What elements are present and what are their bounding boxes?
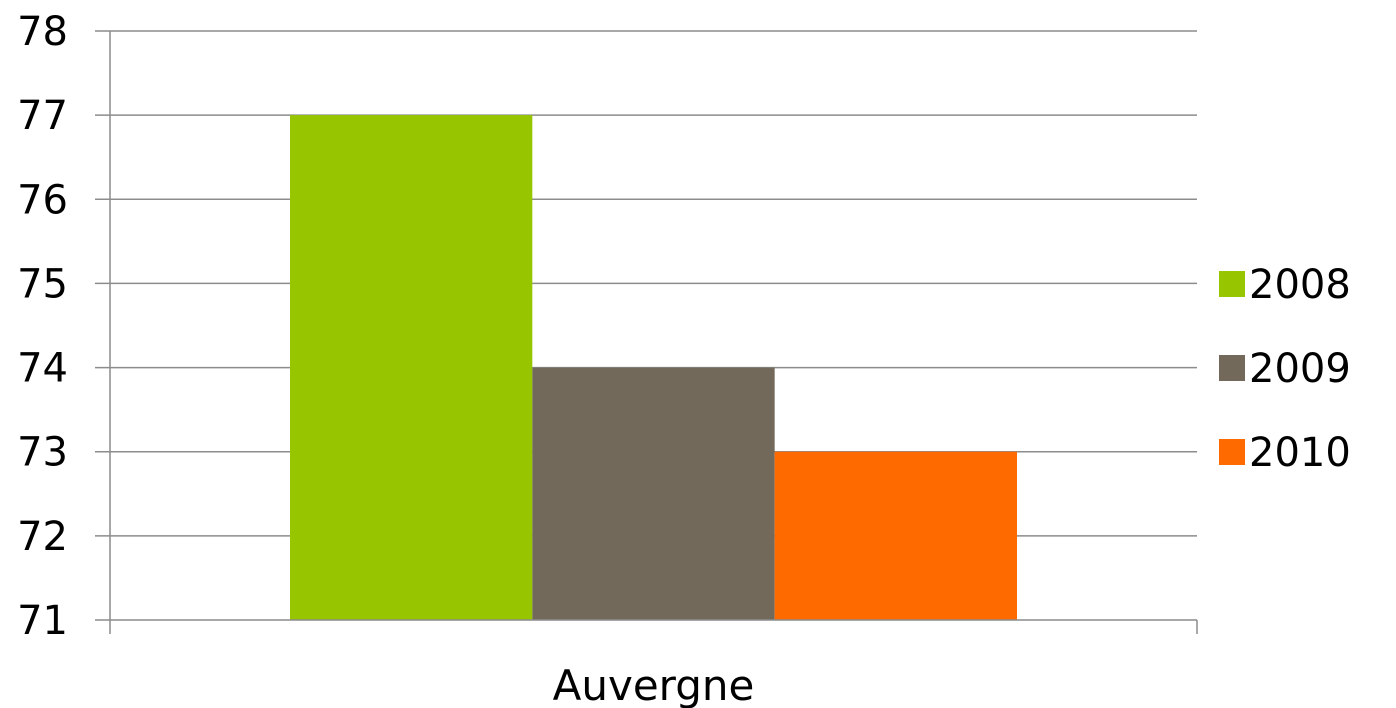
legend-swatch-2009 (1219, 355, 1245, 381)
bars (290, 115, 1017, 621)
legend-swatch-2010 (1219, 439, 1245, 465)
y-tick-label: 75 (17, 261, 68, 307)
legend: 2008 2009 2010 (1219, 262, 1351, 476)
legend-label-2009: 2009 (1249, 346, 1351, 392)
y-axis-tick-labels: 71 72 73 74 75 76 77 78 (17, 9, 68, 644)
bar-2008-auvergne (290, 115, 533, 621)
legend-swatch-2008 (1219, 271, 1245, 297)
legend-label-2010: 2010 (1249, 430, 1351, 476)
legend-label-2008: 2008 (1249, 262, 1351, 308)
y-tick-label: 78 (17, 9, 68, 55)
y-tick-label: 72 (17, 514, 68, 560)
y-tick-label: 77 (17, 93, 68, 139)
y-tick-label: 73 (17, 430, 68, 476)
axes (95, 31, 1198, 634)
y-tick-label: 76 (17, 177, 68, 223)
x-axis-category-labels: Auvergne (553, 661, 755, 708)
y-tick-label: 71 (17, 598, 68, 644)
x-category-label: Auvergne (553, 661, 755, 708)
y-tick-label: 74 (17, 346, 68, 392)
bar-2009-auvergne (532, 367, 775, 620)
bar-2010-auvergne (774, 451, 1017, 620)
